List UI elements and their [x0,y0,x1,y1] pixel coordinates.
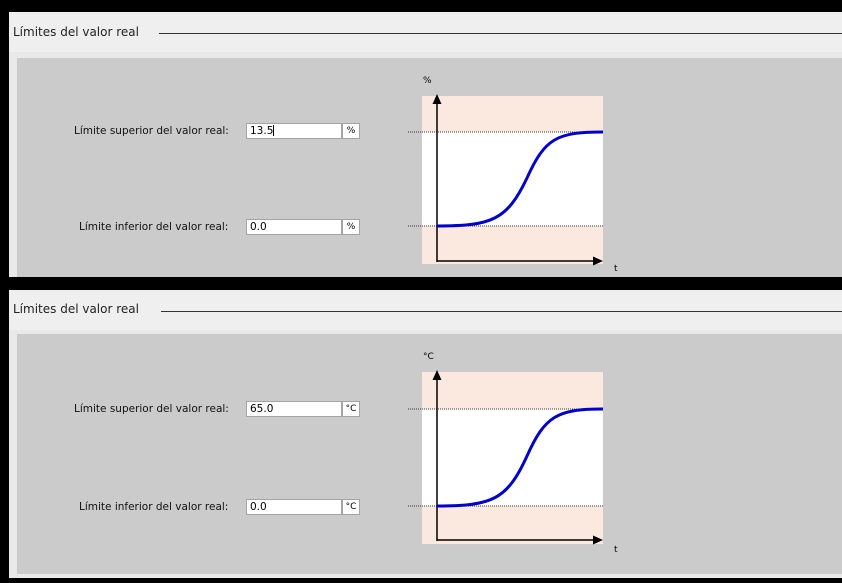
section-title: Límites del valor real [13,24,145,40]
upper-limit-value: 65.0 [250,403,274,415]
upper-limit-label: Límite superior del valor real: [74,403,229,415]
valid-range-area [422,409,603,506]
limit-curve-diagram: °C t [408,352,618,555]
x-axis-arrow [593,256,603,266]
lower-limit-value: 0.0 [250,501,267,513]
lower-limit-input[interactable]: 0.0 [246,499,342,515]
lower-limit-input[interactable]: 0.0 [246,219,342,235]
upper-limit-label: Límite superior del valor real: [74,125,229,137]
upper-limit-value: 13.5 [250,125,274,137]
lower-limit-unit: °C [342,499,360,515]
text-cursor [273,125,275,136]
section-body: Límite superior del valor real: 13.5 % L… [17,58,842,277]
y-axis-arrow [432,94,442,104]
x-axis-arrow [593,535,603,545]
lower-limit-label: Límite inferior del valor real: [79,221,229,233]
sigmoid-curve [436,130,604,228]
upper-limit-unit: °C [342,401,360,417]
limit-curve-diagram: % t [408,76,618,273]
section-header: Límites del valor real [9,290,842,330]
section-body: Límite superior del valor real: 65.0 °C … [17,334,842,574]
lower-limit-label: Límite inferior del valor real: [79,501,229,513]
actual-value-limits-section-2: Límites del valor real Límite superior d… [9,290,842,578]
header-divider [161,311,842,312]
section-header: Límites del valor real [9,12,842,52]
upper-limit-unit: % [342,123,360,139]
lower-limit-unit: % [342,219,360,235]
x-axis-label: t [614,545,618,555]
lower-limit-value: 0.0 [250,221,267,233]
y-axis-label: °C [423,352,434,362]
section-title: Límites del valor real [13,301,145,317]
sigmoid-curve [436,407,604,508]
actual-value-limits-section-1: Límites del valor real Límite superior d… [9,12,842,277]
header-divider [159,33,842,34]
y-axis-arrow [432,370,442,380]
y-axis-label: % [423,76,432,86]
x-axis-label: t [614,264,618,273]
upper-limit-input[interactable]: 13.5 [246,123,342,139]
valid-range-area [422,132,603,226]
upper-limit-input[interactable]: 65.0 [246,401,342,417]
